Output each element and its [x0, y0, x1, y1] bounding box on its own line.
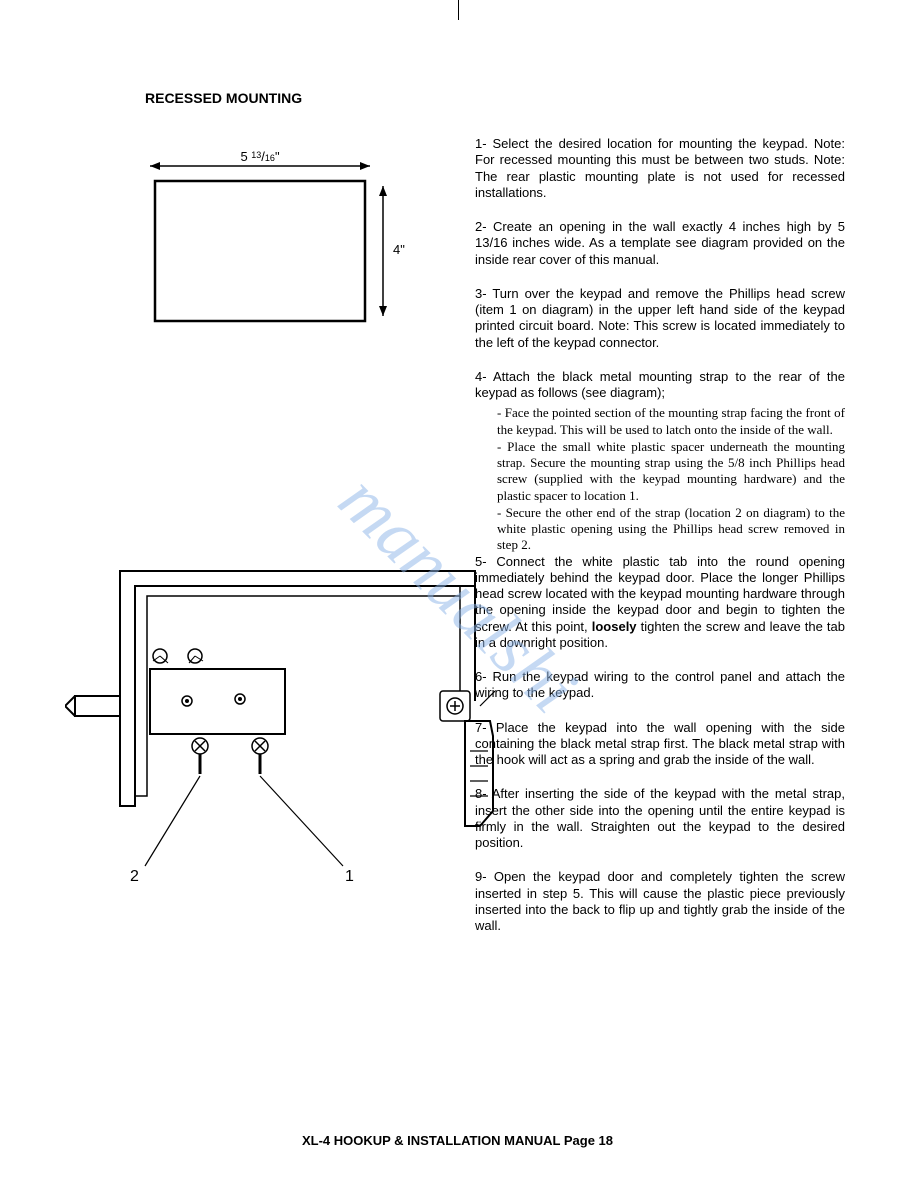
step-6: 6- Run the keypad wiring to the control … — [475, 669, 845, 702]
step-4a: - Face the pointed section of the mounti… — [497, 405, 845, 438]
keypad-diagram: 2 1 — [65, 561, 495, 911]
page-footer: XL-4 HOOKUP & INSTALLATION MANUAL Page 1… — [0, 1133, 915, 1148]
step-4b: - Place the small white plastic spacer u… — [497, 439, 845, 504]
page-content: RECESSED MOUNTING 5 13/16" 4" — [0, 0, 915, 1188]
step-4: 4- Attach the black metal mounting strap… — [475, 369, 845, 402]
step-9: 9- Open the keypad door and completely t… — [475, 869, 845, 934]
template-diagram: 5 13/16" 4" — [115, 146, 435, 346]
left-column: 5 13/16" 4" — [145, 136, 445, 952]
right-column: 1- Select the desired location for mount… — [475, 136, 845, 952]
svg-text:2: 2 — [130, 868, 139, 885]
step-4c: - Secure the other end of the strap (loc… — [497, 505, 845, 554]
content-columns: 5 13/16" 4" — [145, 136, 845, 952]
svg-text:1: 1 — [345, 868, 354, 885]
step-2: 2- Create an opening in the wall exactly… — [475, 219, 845, 268]
step-3: 3- Turn over the keypad and remove the P… — [475, 286, 845, 351]
step-8: 8- After inserting the side of the keypa… — [475, 786, 845, 851]
svg-text:5 13/16": 5 13/16" — [240, 149, 280, 164]
step-5-bold: loosely — [592, 619, 637, 634]
section-heading: RECESSED MOUNTING — [145, 90, 845, 106]
step-5: 5- Connect the white plastic tab into th… — [475, 554, 845, 652]
step-7: 7- Place the keypad into the wall openin… — [475, 720, 845, 769]
step-1: 1- Select the desired location for mount… — [475, 136, 845, 201]
svg-text:4": 4" — [393, 242, 405, 257]
